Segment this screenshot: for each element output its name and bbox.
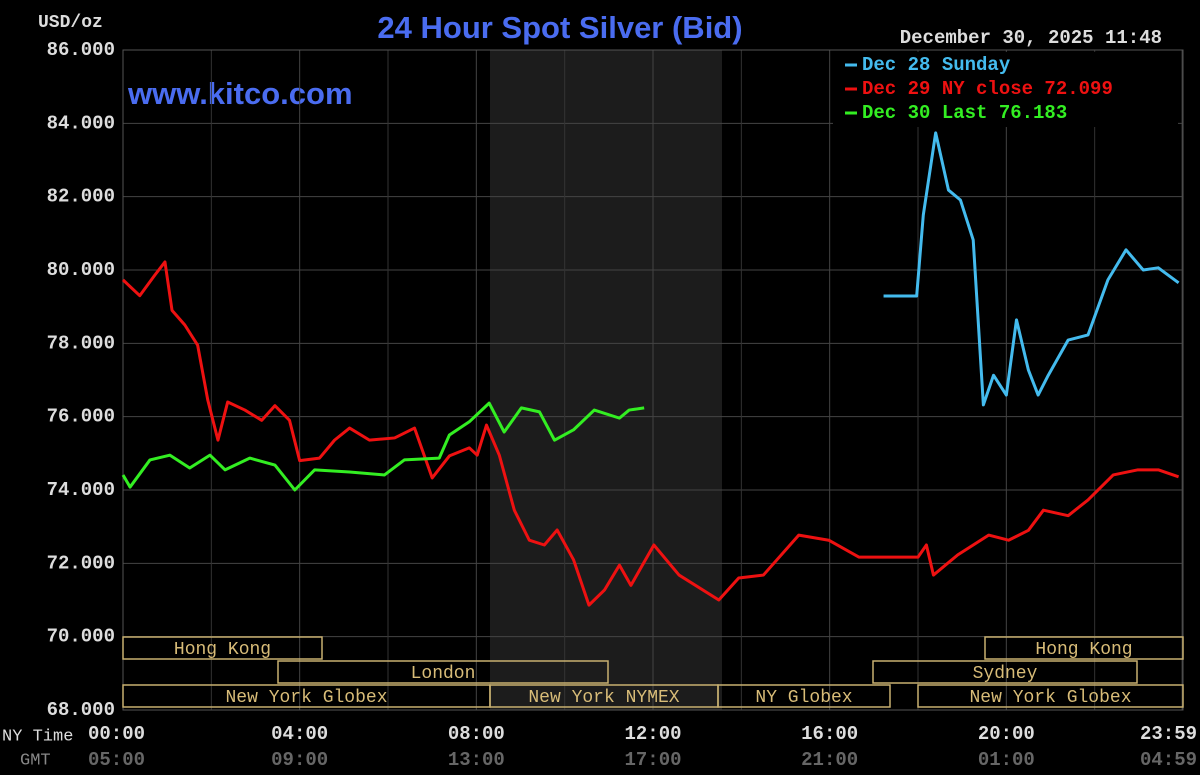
y-tick-label: 68.000 [47, 699, 115, 721]
chart-title: 24 Hour Spot Silver (Bid) [377, 10, 742, 45]
session-label: Sydney [973, 664, 1038, 684]
x-row-label: NY Time [2, 727, 73, 746]
session-box [277, 660, 609, 684]
session-box [717, 684, 891, 708]
x2-tick-label: 05:00 [88, 749, 145, 771]
session-label: Hong Kong [1035, 640, 1132, 660]
legend-entry: Dec 28 Sunday [862, 54, 1011, 76]
session-label: NY Globex [755, 688, 852, 708]
legend-entry: Dec 30 Last 76.183 [862, 102, 1067, 124]
y-tick-label: 80.000 [47, 259, 115, 281]
y-tick-label: 78.000 [47, 332, 115, 354]
x-tick-label: 04:00 [271, 723, 328, 745]
y-tick-label: 82.000 [47, 186, 115, 208]
session-label: New York NYMEX [528, 688, 679, 708]
y-axis-label: USD/oz [38, 13, 103, 33]
watermark: www.kitco.com [127, 76, 353, 111]
y-tick-label: 74.000 [47, 479, 115, 501]
legend-box [833, 52, 1178, 127]
session-box [872, 660, 1138, 684]
y-tick-label: 86.000 [47, 39, 115, 61]
session-label: New York Globex [969, 688, 1131, 708]
x2-tick-label: 01:00 [978, 749, 1035, 771]
x2-tick-label: 17:00 [624, 749, 681, 771]
legend-entry: Dec 29 NY close 72.099 [862, 78, 1113, 100]
session-label: Hong Kong [174, 640, 271, 660]
session-box [984, 636, 1184, 660]
y-tick-label: 76.000 [47, 406, 115, 428]
y-tick-label: 72.000 [47, 552, 115, 574]
x-tick-label: 23:59 [1140, 723, 1197, 745]
x2-tick-label: 13:00 [448, 749, 505, 771]
session-label: London [411, 664, 476, 684]
x-tick-label: 16:00 [801, 723, 858, 745]
session-box [917, 684, 1184, 708]
x-tick-label: 08:00 [448, 723, 505, 745]
y-tick-label: 84.000 [47, 112, 115, 134]
series-line [121, 401, 645, 492]
x-tick-label: 12:00 [624, 723, 681, 745]
nymex-shade [490, 50, 722, 710]
x2-tick-label: 21:00 [801, 749, 858, 771]
x2-row-label: GMT [20, 751, 51, 770]
session-box [122, 636, 323, 660]
timestamp: December 30, 2025 11:48 [900, 27, 1162, 49]
session-label: New York Globex [225, 688, 387, 708]
x2-tick-label: 04:59 [1140, 749, 1197, 771]
y-tick-label: 70.000 [47, 626, 115, 648]
plot-frame [122, 49, 1184, 711]
x-tick-label: 20:00 [978, 723, 1035, 745]
series-line [121, 260, 1180, 607]
x-tick-label: 00:00 [88, 723, 145, 745]
series-line [883, 131, 1180, 407]
x2-tick-label: 09:00 [271, 749, 328, 771]
